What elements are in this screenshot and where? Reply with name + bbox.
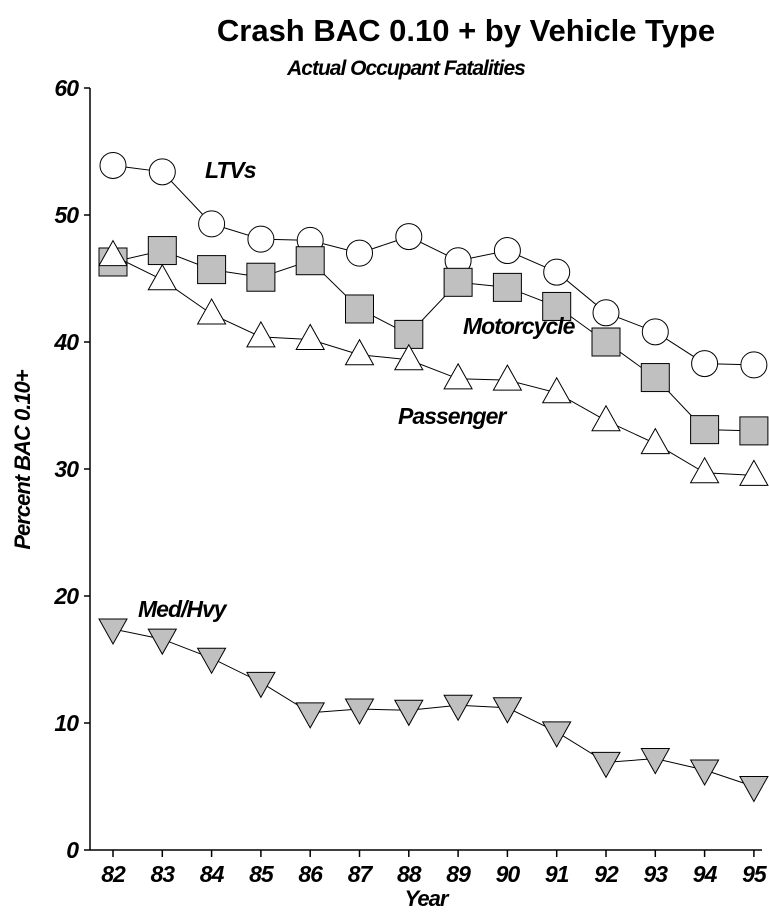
y-tick-label: 0	[66, 837, 79, 863]
y-axis-label: Percent BAC 0.10+	[10, 369, 35, 549]
y-tick-label: 60	[54, 75, 79, 101]
point-motorcycle-3	[246, 262, 276, 292]
point-motorcycle-12	[690, 415, 720, 445]
y-tick-label: 50	[54, 202, 79, 228]
x-tick-label: 92	[594, 861, 619, 887]
point-ltvs-0	[99, 151, 127, 179]
chart-title: Crash BAC 0.10 + by Vehicle Type	[217, 13, 715, 48]
chart-subtitle: Actual Occupant Fatalities	[286, 57, 525, 80]
point-motorcycle-5	[345, 294, 374, 324]
series-label-motorcycle: Motorcycle	[463, 313, 576, 339]
point-motorcycle-11	[640, 363, 670, 393]
point-ltvs-9	[543, 258, 571, 286]
point-passenger-11	[640, 427, 671, 455]
point-med-hvy-2	[196, 647, 227, 675]
point-motorcycle-1	[147, 236, 177, 266]
point-ltvs-11	[641, 318, 669, 346]
y-tick-label: 30	[54, 456, 79, 482]
point-ltvs-12	[691, 350, 719, 378]
series-passenger: Passenger	[98, 239, 769, 486]
point-med-hvy-4	[295, 702, 326, 729]
point-motorcycle-9	[542, 291, 572, 321]
x-tick-label: 83	[151, 861, 176, 887]
point-ltvs-8	[493, 237, 521, 265]
point-passenger-13	[739, 459, 769, 486]
x-tick-label: 94	[693, 861, 718, 887]
point-motorcycle-6	[394, 319, 424, 349]
point-passenger-3	[246, 320, 276, 348]
x-tick-label: 91	[545, 861, 569, 887]
series-motorcycle	[98, 236, 769, 446]
point-med-hvy-13	[739, 776, 769, 803]
point-motorcycle-4	[295, 246, 325, 276]
point-ltvs-1	[148, 158, 176, 186]
x-tick-label: 89	[446, 861, 471, 887]
series-label-passenger: Passenger	[398, 403, 507, 429]
point-med-hvy-12	[689, 759, 720, 787]
series-label-ltvs: LTVs	[205, 157, 256, 183]
point-passenger-8	[492, 364, 523, 391]
x-tick-label: 86	[298, 861, 323, 887]
point-motorcycle-13	[739, 416, 769, 446]
point-passenger-6	[393, 343, 424, 371]
x-tick-label: 85	[249, 861, 275, 887]
y-tick-label: 40	[53, 329, 79, 355]
point-motorcycle-7	[443, 267, 473, 297]
y-tick-label: 20	[53, 583, 79, 609]
point-passenger-12	[689, 456, 720, 484]
point-passenger-7	[443, 362, 473, 390]
x-tick-label: 84	[200, 861, 225, 887]
series-label-med-hvy: Med/Hvy	[138, 596, 228, 622]
series-med-hvy: Med/Hvy	[98, 596, 769, 803]
point-motorcycle-2	[197, 255, 227, 285]
x-tick-label: 82	[101, 861, 126, 887]
point-passenger-5	[344, 338, 375, 366]
point-passenger-2	[196, 298, 227, 325]
point-med-hvy-8	[492, 697, 523, 724]
point-med-hvy-11	[640, 748, 671, 775]
x-tick-label: 88	[397, 861, 422, 887]
point-motorcycle-10	[591, 327, 621, 357]
point-ltvs-5	[346, 239, 373, 267]
x-tick-label: 95	[742, 861, 768, 887]
point-passenger-9	[541, 376, 572, 404]
point-med-hvy-6	[393, 699, 424, 727]
point-motorcycle-8	[492, 272, 522, 302]
x-tick-label: 87	[348, 861, 374, 887]
point-med-hvy-5	[344, 698, 375, 726]
point-med-hvy-10	[591, 751, 621, 779]
x-tick-label: 90	[496, 861, 521, 887]
point-ltvs-2	[198, 210, 226, 238]
x-ticks: 82 83 84 85 86 87 88 89 90 91 92 93 94 95	[101, 850, 769, 887]
point-ltvs-13	[740, 351, 768, 379]
y-tick-label: 10	[54, 710, 79, 736]
point-med-hvy-9	[541, 721, 572, 748]
y-ticks: 0 10 20 30 40 50 60	[53, 75, 90, 863]
point-passenger-4	[295, 323, 326, 350]
point-passenger-1	[147, 263, 178, 291]
point-med-hvy-7	[443, 694, 473, 722]
point-ltvs-3	[247, 225, 275, 253]
point-ltvs-10	[592, 299, 620, 327]
point-ltvs-6	[395, 223, 423, 251]
point-passenger-0	[98, 239, 128, 267]
point-med-hvy-0	[98, 618, 128, 646]
x-tick-label: 93	[644, 861, 669, 887]
point-med-hvy-3	[246, 671, 276, 699]
x-axis-label: Year	[405, 886, 450, 911]
point-med-hvy-1	[147, 628, 178, 656]
point-passenger-10	[591, 404, 621, 432]
